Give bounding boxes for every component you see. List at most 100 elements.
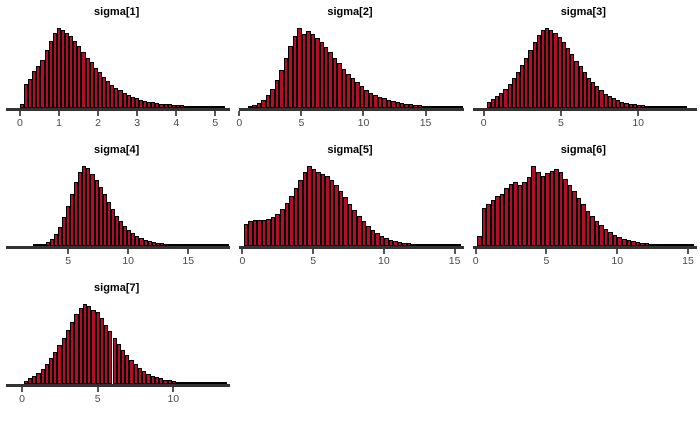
histogram-bar	[382, 98, 387, 108]
histogram-bar	[274, 80, 280, 108]
histogram-bar	[168, 244, 173, 246]
histogram-plot-area	[467, 26, 700, 108]
histogram-bar	[200, 106, 205, 108]
x-axis-tick	[545, 249, 548, 254]
histogram-title: sigma[7]	[94, 282, 140, 294]
histogram-title: sigma[5]	[327, 144, 373, 156]
x-axis-tick	[58, 111, 61, 116]
histogram-bar	[617, 237, 622, 246]
x-axis-tick-label: 0	[236, 117, 243, 129]
histogram-bar	[486, 204, 491, 246]
histogram-bar	[261, 220, 267, 246]
histogram-panel: sigma[3] 0 5 10	[467, 0, 700, 138]
histogram-bar	[578, 66, 583, 108]
histogram-bar	[338, 191, 344, 246]
histogram-plot-area	[0, 26, 233, 108]
x-axis-tick-label: 10	[632, 117, 645, 129]
histogram-bar	[417, 105, 423, 108]
histogram-bar	[155, 243, 160, 246]
histogram-bar	[61, 217, 66, 246]
x-axis-tick-label: 1	[56, 117, 62, 129]
histogram-bar	[93, 68, 98, 108]
histogram-bar	[375, 233, 380, 246]
histogram-bar	[404, 104, 409, 108]
histogram-bar	[658, 244, 663, 246]
histogram-bar	[123, 226, 128, 246]
histogram-bar	[247, 106, 253, 108]
histogram-bar	[102, 194, 107, 246]
histogram-bar	[632, 104, 637, 108]
histogram-panel: sigma[2] 0 5 10 15	[233, 0, 466, 138]
histogram-bar	[204, 244, 209, 246]
histogram-bar	[163, 380, 168, 384]
histogram-bar	[297, 28, 302, 108]
histogram-bar	[184, 244, 189, 246]
histogram-bar	[118, 90, 123, 108]
histogram-bar	[176, 382, 181, 384]
x-axis-tick-label: 10	[357, 117, 370, 129]
histogram-bar	[57, 345, 62, 384]
histogram-bar	[44, 364, 49, 384]
histogram-bar	[57, 227, 62, 246]
x-axis-line	[6, 384, 231, 387]
histogram-bar	[179, 105, 185, 108]
histogram-bar	[603, 229, 609, 246]
histogram-bar	[154, 377, 160, 384]
x-axis-tick	[21, 387, 24, 392]
histogram-bar	[566, 48, 571, 108]
histogram-bar	[585, 211, 591, 246]
histogram-bar	[126, 95, 131, 108]
x-axis-tick	[96, 387, 99, 392]
x-axis-line	[472, 108, 697, 111]
histogram-bar	[40, 60, 45, 108]
histogram-bar	[147, 241, 152, 246]
histogram-bar	[98, 187, 103, 246]
histogram-bar	[106, 202, 111, 246]
histogram-bar	[200, 244, 205, 246]
histogram-title: sigma[1]	[94, 6, 140, 18]
histogram-bar	[70, 322, 75, 384]
histogram-bar	[422, 106, 427, 108]
histogram-bar	[81, 52, 86, 108]
histogram-bar	[435, 106, 441, 108]
histogram-bar	[429, 244, 434, 246]
histogram-bar	[32, 71, 37, 108]
histogram-bar	[256, 103, 262, 108]
histogram-bar	[624, 103, 629, 108]
histogram-bar	[248, 221, 253, 246]
histogram-bar	[116, 344, 121, 384]
histogram-bar	[114, 88, 119, 108]
histogram-bar	[368, 93, 374, 108]
x-axis-tick	[474, 249, 477, 254]
histogram-bar	[151, 102, 156, 108]
histogram-panel: sigma[6] 0 5 10 15	[467, 138, 700, 276]
histogram-bar	[91, 310, 96, 384]
histogram-bar	[159, 243, 164, 246]
histogram-bar	[74, 314, 79, 384]
histogram-bar	[205, 382, 210, 384]
histogram-bar	[27, 378, 33, 384]
histogram-title: sigma[6]	[560, 144, 606, 156]
histogram-bar	[311, 169, 317, 246]
histogram-bar	[526, 177, 532, 246]
histogram-bar	[159, 104, 164, 108]
histogram-bar	[19, 104, 25, 108]
x-axis-tick	[482, 111, 485, 116]
histogram-bar	[356, 216, 362, 246]
histogram-bar	[607, 96, 612, 108]
histogram-plot-area	[0, 302, 233, 384]
histogram-bar	[97, 72, 102, 108]
histogram-bar	[44, 50, 49, 108]
histogram-bar	[283, 58, 289, 108]
histogram-bar	[379, 236, 385, 246]
histogram-bar	[528, 50, 533, 108]
x-axis-tick-label: 5	[557, 117, 564, 129]
x-axis-tick	[362, 111, 365, 116]
histogram-bar	[184, 382, 189, 384]
histogram-bar	[40, 369, 45, 384]
histogram-bar	[517, 185, 523, 246]
histogram-bar	[495, 196, 500, 246]
histogram-bar	[49, 239, 54, 246]
histogram-bar	[399, 103, 405, 108]
histogram-bar	[289, 196, 294, 246]
